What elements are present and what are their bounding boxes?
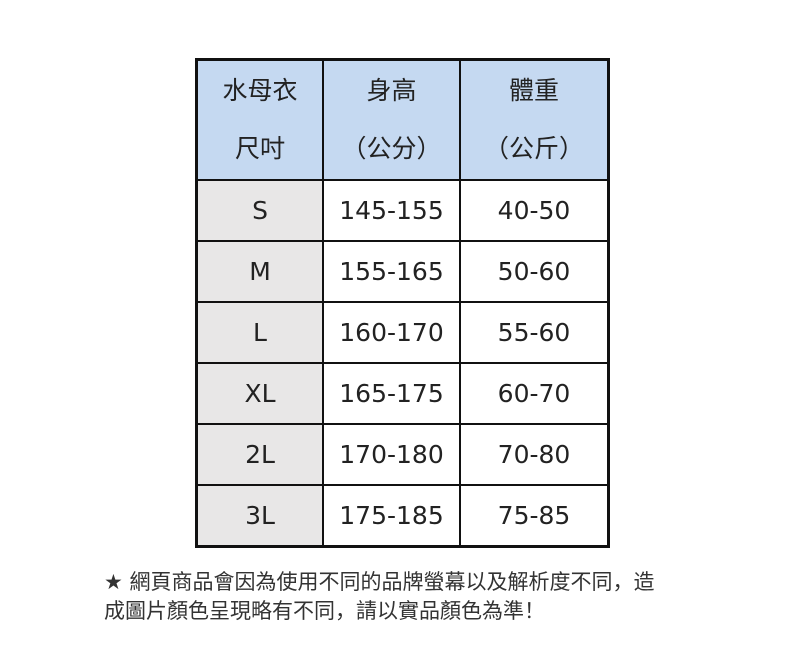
weight-cell: 40-50 <box>459 179 610 242</box>
header-height: 身高 （公分） <box>322 58 461 181</box>
height-cell: 175-185 <box>322 484 461 548</box>
size-cell: 2L <box>195 423 324 486</box>
height-cell: 160-170 <box>322 301 461 364</box>
weight-cell: 75-85 <box>459 484 610 548</box>
table-row: M 155-165 50-60 <box>195 240 610 303</box>
table-row: L 160-170 55-60 <box>195 301 610 364</box>
header-row: 水母衣 尺吋 身高 （公分） 體重 （公斤） <box>195 58 610 181</box>
table-row: XL 165-175 60-70 <box>195 362 610 425</box>
table-row: S 145-155 40-50 <box>195 179 610 242</box>
size-cell: XL <box>195 362 324 425</box>
height-cell: 155-165 <box>322 240 461 303</box>
table-row: 3L 175-185 75-85 <box>195 484 610 548</box>
weight-cell: 55-60 <box>459 301 610 364</box>
weight-cell: 70-80 <box>459 423 610 486</box>
weight-cell: 50-60 <box>459 240 610 303</box>
size-cell: S <box>195 179 324 242</box>
weight-cell: 60-70 <box>459 362 610 425</box>
color-disclaimer-note: ★ 網頁商品會因為使用不同的品牌螢幕以及解析度不同，造 成圖片顏色呈現略有不同，… <box>104 570 655 623</box>
height-cell: 170-180 <box>322 423 461 486</box>
star-icon: ★ <box>104 570 123 594</box>
size-cell: L <box>195 301 324 364</box>
height-cell: 145-155 <box>322 179 461 242</box>
height-cell: 165-175 <box>322 362 461 425</box>
table-row: 2L 170-180 70-80 <box>195 423 610 486</box>
header-size: 水母衣 尺吋 <box>195 58 324 181</box>
size-cell: M <box>195 240 324 303</box>
size-cell: 3L <box>195 484 324 548</box>
size-chart-table: 水母衣 尺吋 身高 （公分） 體重 （公斤） S 145-155 40-50 M 155-16… <box>195 58 610 548</box>
header-weight: 體重 （公斤） <box>459 58 610 181</box>
